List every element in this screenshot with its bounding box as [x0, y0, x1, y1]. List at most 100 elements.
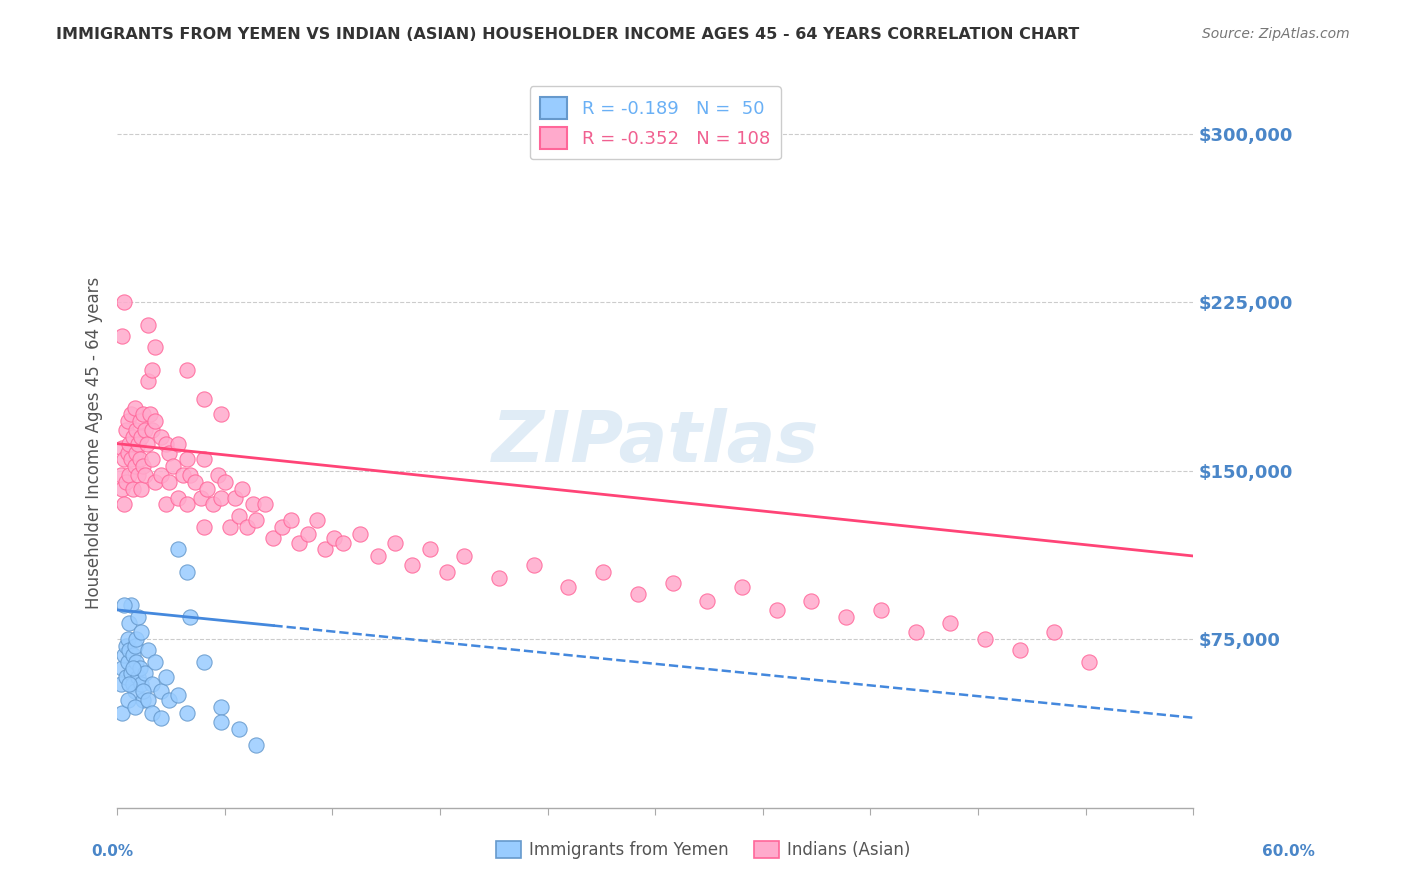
Point: [149, 683, 172, 698]
Point: [115, 423, 138, 437]
Point: [661, 576, 683, 591]
Point: [131, 677, 153, 691]
Point: [125, 445, 148, 459]
Point: [870, 603, 893, 617]
Point: [141, 362, 163, 376]
Point: [125, 423, 148, 437]
Point: [120, 665, 142, 680]
Point: [112, 648, 135, 662]
Point: [228, 508, 250, 523]
Point: [121, 648, 143, 662]
Point: [145, 475, 167, 489]
Point: [118, 643, 141, 657]
Point: [121, 430, 143, 444]
Point: [111, 482, 134, 496]
Point: [271, 520, 294, 534]
Point: [367, 549, 389, 563]
Point: [162, 459, 184, 474]
Point: [115, 670, 138, 684]
Point: [557, 581, 579, 595]
Point: [1008, 643, 1031, 657]
Point: [127, 609, 149, 624]
Point: [120, 599, 142, 613]
Point: [167, 688, 190, 702]
Point: [172, 468, 194, 483]
Point: [115, 475, 138, 489]
Point: [111, 706, 134, 721]
Point: [110, 677, 132, 691]
Point: [134, 423, 156, 437]
Point: [128, 414, 150, 428]
Point: [127, 468, 149, 483]
Point: [117, 693, 139, 707]
Point: [453, 549, 475, 563]
Point: [323, 531, 346, 545]
Point: [835, 609, 858, 624]
Point: [128, 452, 150, 467]
Point: [125, 632, 148, 646]
Point: [157, 693, 180, 707]
Point: [141, 677, 163, 691]
Point: [141, 452, 163, 467]
Point: [179, 468, 201, 483]
Point: [245, 738, 267, 752]
Point: [134, 468, 156, 483]
Text: ZIPatlas: ZIPatlas: [492, 408, 818, 477]
Point: [288, 535, 311, 549]
Point: [904, 625, 927, 640]
Point: [145, 655, 167, 669]
Point: [155, 497, 177, 511]
Point: [112, 295, 135, 310]
Point: [111, 661, 134, 675]
Point: [523, 558, 546, 572]
Point: [127, 436, 149, 450]
Point: [149, 468, 172, 483]
Point: [132, 408, 155, 422]
Point: [179, 609, 201, 624]
Y-axis label: Householder Income Ages 45 - 64 years: Householder Income Ages 45 - 64 years: [86, 277, 103, 608]
Point: [138, 374, 160, 388]
Point: [149, 430, 172, 444]
Point: [592, 565, 614, 579]
Point: [138, 643, 160, 657]
Point: [112, 497, 135, 511]
Point: [939, 616, 962, 631]
Point: [314, 542, 336, 557]
Point: [117, 655, 139, 669]
Point: [141, 423, 163, 437]
Legend: Immigrants from Yemen, Indians (Asian): Immigrants from Yemen, Indians (Asian): [489, 834, 917, 866]
Point: [224, 491, 246, 505]
Point: [280, 513, 302, 527]
Point: [124, 459, 146, 474]
Text: 60.0%: 60.0%: [1261, 845, 1315, 859]
Point: [1078, 655, 1101, 669]
Point: [155, 670, 177, 684]
Point: [115, 639, 138, 653]
Point: [176, 452, 198, 467]
Point: [800, 594, 823, 608]
Point: [135, 436, 157, 450]
Point: [121, 677, 143, 691]
Point: [167, 491, 190, 505]
Point: [214, 475, 236, 489]
Point: [124, 683, 146, 698]
Point: [155, 436, 177, 450]
Text: IMMIGRANTS FROM YEMEN VS INDIAN (ASIAN) HOUSEHOLDER INCOME AGES 45 - 64 YEARS CO: IMMIGRANTS FROM YEMEN VS INDIAN (ASIAN) …: [56, 27, 1080, 42]
Point: [253, 497, 276, 511]
Point: [124, 401, 146, 415]
Point: [1043, 625, 1066, 640]
Point: [131, 482, 153, 496]
Point: [118, 677, 141, 691]
Point: [118, 436, 141, 450]
Point: [131, 625, 153, 640]
Point: [138, 318, 160, 332]
Point: [132, 683, 155, 698]
Point: [190, 491, 212, 505]
Point: [176, 497, 198, 511]
Point: [184, 475, 207, 489]
Point: [139, 408, 162, 422]
Point: [117, 632, 139, 646]
Point: [145, 414, 167, 428]
Point: [332, 535, 354, 549]
Point: [132, 459, 155, 474]
